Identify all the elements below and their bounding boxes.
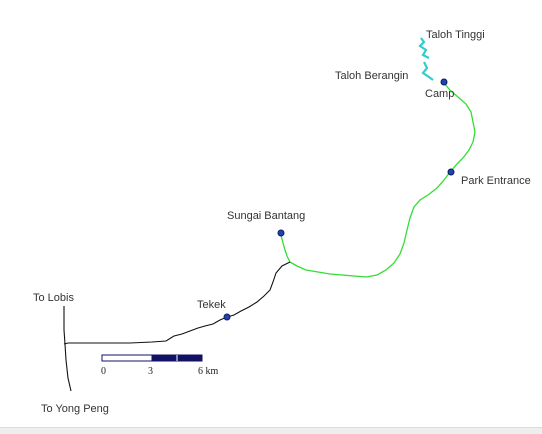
label-camp: Camp	[425, 88, 454, 100]
label-sungai-bantang: Sungai Bantang	[227, 210, 305, 222]
label-to-yong-peng: To Yong Peng	[41, 403, 109, 415]
scale-label-0: 0	[101, 366, 106, 377]
road-lobis-yongpeng	[63, 306, 72, 392]
scale-label-3: 3	[148, 366, 153, 377]
scale-segment-white	[101, 354, 153, 362]
green-trail	[280, 81, 476, 278]
poi-camp-marker	[440, 78, 448, 86]
scale-bar: 0 3 6 km	[101, 354, 219, 377]
label-taloh-berangin: Taloh Berangin	[335, 70, 408, 82]
river-upper	[418, 37, 430, 59]
poi-tekek-marker	[223, 313, 231, 321]
river-lower	[421, 61, 434, 81]
label-taloh-tinggi: Taloh Tinggi	[426, 29, 485, 41]
scale-segment-dark-1	[151, 354, 178, 362]
black-road	[63, 261, 291, 345]
scale-segment-dark-2	[176, 354, 203, 362]
label-tekek: Tekek	[197, 299, 226, 311]
label-park-entrance: Park Entrance	[461, 175, 531, 187]
poi-park-entrance-marker	[447, 168, 455, 176]
poi-sungai-bantang-marker	[277, 229, 285, 237]
label-to-lobis: To Lobis	[33, 292, 74, 304]
bottom-border	[0, 427, 542, 434]
scale-label-6km: 6 km	[198, 366, 219, 377]
